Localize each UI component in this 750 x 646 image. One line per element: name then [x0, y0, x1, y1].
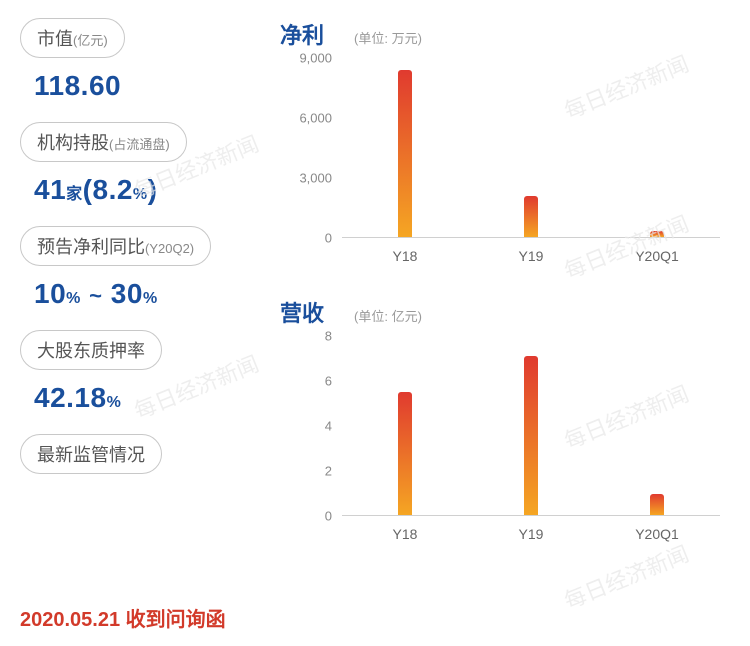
- chart-header: 营收 (单位: 亿元): [280, 296, 730, 328]
- chart-area: 03,0006,0009,000Y18Y19Y20Q1: [290, 58, 730, 268]
- metric-value: 118.60: [34, 70, 270, 102]
- bar: [398, 70, 412, 237]
- chart-title: 营收: [280, 296, 324, 328]
- x-labels: Y18Y19Y20Q1: [342, 520, 720, 546]
- y-tick: 0: [325, 509, 332, 524]
- y-tick: 8: [325, 329, 332, 344]
- metric-pill: 大股东质押率: [20, 330, 162, 370]
- x-labels: Y18Y19Y20Q1: [342, 242, 720, 268]
- chart-header: 净利 (单位: 万元): [280, 18, 730, 50]
- y-tick: 4: [325, 419, 332, 434]
- chart-title: 净利: [280, 18, 324, 50]
- x-label: Y19: [468, 242, 594, 268]
- metric-pill: 市值(亿元): [20, 18, 125, 58]
- y-tick: 3,000: [299, 171, 332, 186]
- metric-value: 42.18%: [34, 382, 270, 414]
- y-tick: 9,000: [299, 51, 332, 66]
- metric-sublabel: (亿元): [73, 33, 108, 48]
- bar: [524, 356, 538, 515]
- bar: [650, 231, 664, 237]
- x-label: Y20Q1: [594, 520, 720, 546]
- metric-value: 41家(8.2%): [34, 174, 270, 206]
- y-tick: 6: [325, 374, 332, 389]
- x-label: Y18: [342, 242, 468, 268]
- plot-area: [342, 336, 720, 516]
- metric-sublabel: (Y20Q2): [145, 241, 194, 256]
- main-container: 市值(亿元) 118.60 机构持股(占流通盘) 41家(8.2%) 预告净利同比(Y2…: [0, 0, 750, 574]
- bar: [524, 196, 538, 237]
- chart-block: 净利 (单位: 万元) 0 3,000 6,000 9,000 Y18Y19Y20Q1: [280, 18, 730, 268]
- metric-label: 最新监管情况: [37, 445, 145, 465]
- plot-area: [342, 58, 720, 238]
- metric-pill: 预告净利同比(Y20Q2): [20, 226, 211, 266]
- metric-pill: 最新监管情况: [20, 434, 162, 474]
- metric-value: 10% ~ 30%: [34, 278, 270, 310]
- chart-area: 02468Y18Y19Y20Q1: [290, 336, 730, 546]
- metric-label: 机构持股: [37, 133, 109, 153]
- chart-unit: (单位: 亿元): [354, 306, 422, 325]
- chart-unit: (单位: 万元): [354, 28, 422, 47]
- metric-label: 预告净利同比: [37, 237, 145, 257]
- metric-sublabel: (占流通盘): [109, 137, 170, 152]
- x-label: Y20Q1: [594, 242, 720, 268]
- y-axis: 03,0006,0009,000: [290, 58, 338, 238]
- metric-label: 大股东质押率: [37, 341, 145, 361]
- x-label: Y19: [468, 520, 594, 546]
- right-column: 净利(单位: 万元)03,0006,0009,000Y18Y19Y20Q1营收(…: [270, 18, 730, 574]
- bar: [398, 392, 412, 515]
- metric-pill: 机构持股(占流通盘): [20, 122, 187, 162]
- bar: [650, 494, 664, 515]
- metric-label: 市值: [37, 29, 73, 49]
- y-tick: 2: [325, 464, 332, 479]
- y-tick: 0: [325, 231, 332, 246]
- left-column: 市值(亿元) 118.60 机构持股(占流通盘) 41家(8.2%) 预告净利同比(Y2…: [20, 18, 270, 574]
- y-axis: 02468: [290, 336, 338, 516]
- x-label: Y18: [342, 520, 468, 546]
- y-tick: 6,000: [299, 111, 332, 126]
- chart-block: 营收 (单位: 亿元) 0 2 4 6 8 Y18Y19Y20Q1: [280, 296, 730, 546]
- bottom-notice: 2020.05.21 收到问询函: [20, 603, 226, 632]
